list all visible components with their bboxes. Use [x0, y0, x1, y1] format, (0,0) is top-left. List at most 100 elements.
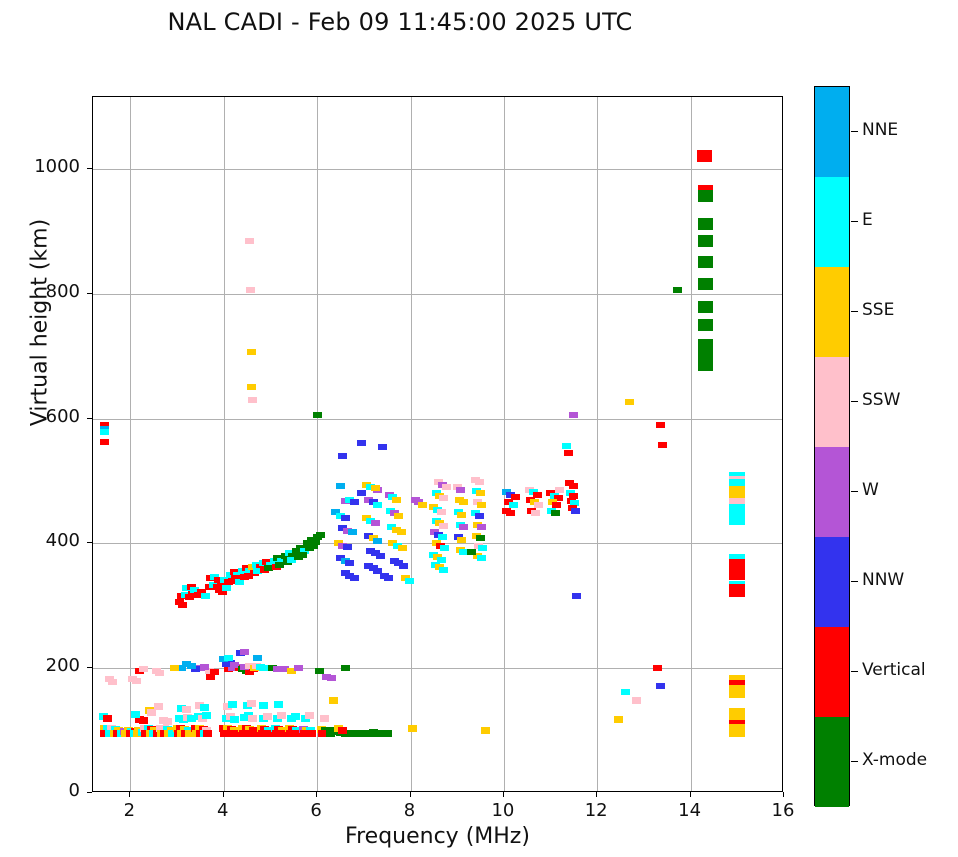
data-point — [673, 286, 682, 293]
data-point — [343, 527, 352, 534]
data-point — [389, 557, 399, 564]
data-point — [698, 318, 714, 331]
data-point — [336, 555, 345, 562]
y-tick-label-200: 200 — [45, 655, 80, 677]
data-point — [336, 482, 345, 489]
data-point — [371, 550, 380, 557]
data-point — [350, 499, 359, 506]
x-tick-label-8: 8 — [403, 800, 416, 821]
colorbar-label-nnw: NNW — [862, 570, 905, 590]
data-point — [321, 673, 331, 680]
x-tick-4 — [222, 792, 224, 797]
data-point — [167, 729, 177, 737]
plot-frame — [92, 96, 783, 792]
data-point — [345, 572, 355, 579]
data-point — [378, 444, 387, 451]
data-point — [373, 537, 383, 544]
colorbar-tick-nnw — [851, 581, 858, 583]
data-point — [364, 532, 373, 539]
data-point — [286, 556, 296, 563]
data-point — [477, 545, 487, 552]
data-point — [392, 526, 401, 533]
data-point — [104, 675, 114, 682]
colorbar-tick-ssw — [851, 401, 858, 403]
y-tick-label-400: 400 — [45, 530, 80, 552]
data-point — [364, 562, 373, 569]
data-point — [98, 713, 108, 721]
data-point — [375, 552, 385, 559]
data-point — [364, 729, 373, 737]
gridline-y-800 — [93, 293, 782, 295]
data-point — [244, 238, 254, 245]
data-point — [551, 501, 561, 508]
data-point — [268, 665, 278, 672]
data-point — [475, 512, 485, 519]
data-point — [571, 507, 581, 514]
gridline-x-12 — [597, 97, 599, 791]
data-point — [562, 442, 572, 449]
colorbar-segment-vertical — [815, 627, 849, 717]
data-point — [203, 729, 213, 737]
data-point — [279, 730, 288, 738]
data-point — [361, 481, 371, 488]
data-point — [277, 557, 287, 564]
data-point — [274, 700, 284, 708]
data-point — [340, 497, 350, 504]
data-point — [569, 411, 579, 418]
data-point — [555, 486, 565, 493]
colorbar-tick-nne — [851, 131, 858, 133]
data-point — [199, 704, 209, 711]
data-point — [186, 715, 196, 723]
data-point — [357, 440, 366, 447]
colorbar-segment-nnw — [815, 537, 849, 627]
gridline-x-14 — [690, 97, 692, 791]
data-point — [698, 190, 714, 203]
data-point — [382, 729, 392, 737]
data-point — [388, 540, 398, 547]
gridline-x-2 — [130, 97, 132, 791]
colorbar-label-nne: NNE — [862, 120, 899, 140]
data-point — [653, 665, 663, 672]
data-point — [255, 564, 265, 570]
data-point — [506, 491, 516, 498]
data-point — [227, 700, 237, 708]
y-tick-200 — [87, 667, 92, 669]
data-point — [340, 665, 350, 672]
data-point — [177, 665, 187, 672]
data-point — [698, 217, 714, 230]
data-point — [504, 499, 513, 506]
data-point — [501, 489, 511, 496]
data-point — [368, 565, 378, 572]
plot-canvas — [93, 97, 782, 791]
y-tick-label-0: 0 — [68, 780, 80, 801]
colorbar-label-sse: SSE — [862, 300, 895, 320]
data-point — [338, 525, 348, 532]
data-point — [345, 729, 355, 737]
data-point — [231, 575, 241, 582]
data-point — [368, 729, 378, 736]
data-point — [568, 482, 578, 489]
data-point — [441, 484, 451, 491]
data-point — [347, 529, 357, 536]
data-point — [147, 709, 157, 716]
data-point — [209, 668, 219, 675]
data-point — [308, 542, 318, 549]
data-point — [272, 666, 282, 673]
data-point — [477, 501, 486, 508]
data-point — [177, 704, 187, 712]
data-point — [333, 725, 343, 733]
data-point — [570, 500, 580, 507]
data-point — [343, 544, 352, 551]
colorbar-label-w: W — [862, 480, 879, 500]
data-point — [553, 495, 563, 502]
data-point — [325, 730, 335, 738]
data-point — [219, 656, 229, 663]
gridline-x-10 — [503, 97, 505, 791]
data-point — [475, 479, 485, 486]
data-point — [205, 667, 215, 674]
data-point — [459, 524, 469, 531]
data-point — [277, 712, 287, 720]
data-point — [655, 421, 665, 428]
colorbar-segment-x-mode — [815, 717, 849, 807]
data-point — [201, 712, 211, 720]
